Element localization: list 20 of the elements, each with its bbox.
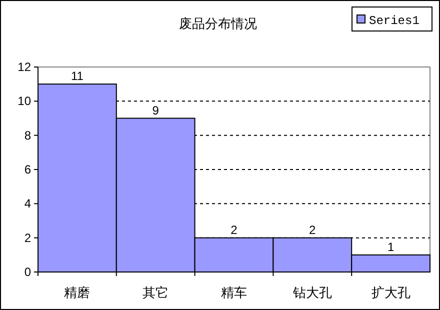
y-tick-label: 6 bbox=[24, 162, 32, 176]
y-tick-label: 8 bbox=[24, 128, 32, 142]
chart-title: 废品分布情况 bbox=[179, 16, 257, 31]
legend: Series1 bbox=[352, 6, 432, 32]
x-tick-label: 钻大孔 bbox=[292, 285, 332, 300]
data-label: 2 bbox=[230, 222, 238, 237]
data-label: 9 bbox=[152, 103, 160, 118]
x-tick-label: 精车 bbox=[221, 285, 247, 300]
data-label: 11 bbox=[70, 69, 84, 84]
x-tick-label: 其它 bbox=[142, 285, 169, 300]
legend-label: Series1 bbox=[369, 14, 420, 28]
y-tick-label: 0 bbox=[24, 265, 32, 279]
data-label: 1 bbox=[387, 240, 394, 254]
x-tick-label: 扩大孔 bbox=[371, 285, 410, 300]
data-label: 2 bbox=[309, 222, 316, 237]
y-tick-label: 12 bbox=[18, 60, 32, 74]
y-tick-label: 2 bbox=[24, 230, 32, 245]
y-tick-label: 4 bbox=[24, 196, 32, 211]
x-tick-label: 精磨 bbox=[64, 285, 90, 300]
y-tick-label: 10 bbox=[18, 94, 32, 108]
